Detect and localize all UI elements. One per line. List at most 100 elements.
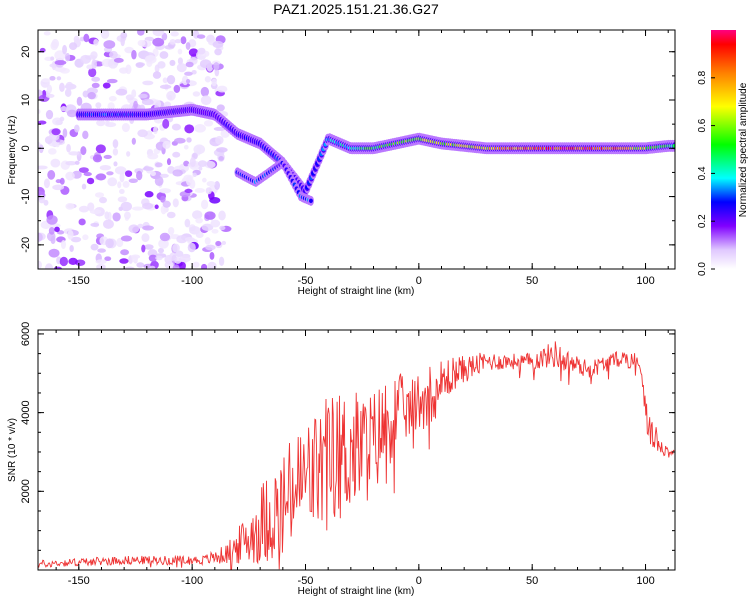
spectrum-noise-blob: [38, 120, 47, 125]
spectrum-noise-blob: [206, 180, 216, 187]
y-tick-label: 20: [20, 46, 32, 58]
spectrum-noise-blob: [178, 261, 186, 269]
spectrum-noise-blob: [90, 222, 100, 227]
spectrum-noise-blob: [128, 224, 140, 233]
spectrum-noise-blob: [131, 89, 137, 98]
spectrum-noise-blob: [50, 56, 55, 61]
spectrum-noise-blob: [116, 237, 124, 248]
spectrum-noise-blob: [74, 160, 80, 165]
spectrum-noise-blob: [120, 235, 133, 242]
spectrum-noise-blob: [73, 35, 80, 43]
spectrogram-y-label: Frequency (Hz): [7, 116, 18, 185]
spectrum-noise-blob: [204, 211, 216, 220]
spectrum-noise-blob: [137, 39, 146, 47]
spectrum-noise-blob: [70, 236, 82, 243]
spectrum-noise-blob: [184, 188, 193, 193]
spectrum-noise-blob: [185, 61, 194, 68]
spectrum-noise-blob: [154, 204, 159, 210]
spectrum-noise-blob: [119, 172, 125, 183]
spectrum-noise-blob: [200, 199, 209, 210]
spectrum-noise-blob: [197, 160, 207, 168]
y-tick-label: 4000: [20, 400, 32, 424]
colorbar: 0.0 0.2 0.4 0.6 0.8 Normalized spectral ampl…: [697, 30, 749, 276]
spectrum-noise-blob: [64, 53, 71, 62]
colorbar-tick-label: 0.2: [697, 214, 708, 228]
spectrum-noise-blob: [45, 93, 55, 98]
spectrum-noise-blob: [214, 181, 221, 190]
spectrum-noise-blob: [201, 223, 214, 232]
spectrum-noise-blob: [120, 36, 125, 47]
spectrum-noise-blob: [166, 211, 176, 219]
spectrum-noise-blob: [46, 215, 58, 225]
spectrum-noise-blob: [216, 104, 225, 112]
spectrum-noise-blob: [172, 169, 183, 177]
spectrum-noise-blob: [69, 244, 74, 252]
spectrum-noise-blob: [83, 33, 90, 43]
spectrum-noise-blob: [152, 30, 165, 37]
spectrum-noise-blob: [131, 206, 144, 211]
spectrum-noise-blob: [142, 225, 154, 231]
x-tick-label: -50: [298, 575, 314, 587]
spectrum-noise-blob: [102, 82, 111, 89]
x-tick-label: -150: [68, 575, 90, 587]
x-tick-label: 100: [636, 275, 654, 287]
spectrum-noise-blob: [113, 57, 124, 63]
y-tick-label: -10: [20, 189, 32, 205]
spectrum-noise-blob: [185, 175, 193, 186]
spectrum-noise-blob: [76, 96, 83, 106]
spectrum-noise-blob: [112, 148, 119, 156]
spectrum-noise-blob: [201, 263, 208, 269]
spectrum-noise-blob: [60, 106, 68, 112]
spectrum-noise-blob: [82, 130, 89, 140]
spectrum-noise-blob: [216, 147, 228, 153]
spectrum-noise-blob: [104, 211, 110, 220]
y-tick-label: 10: [20, 94, 32, 106]
spectrum-noise-blob: [200, 86, 210, 97]
spectrum-noise-blob: [218, 256, 225, 267]
spectrum-noise-blob: [104, 256, 112, 262]
spectrum-noise-blob: [136, 170, 143, 181]
spectrum-noise-blob: [78, 205, 90, 213]
spectrum-noise-blob: [60, 239, 67, 250]
spectrum-noise-blob: [202, 177, 207, 183]
spectrum-noise-blob: [44, 263, 54, 269]
spectrum-noise-blob: [124, 46, 134, 54]
spectrum-noise-blob: [144, 244, 154, 250]
snr-series-line: [38, 341, 675, 570]
spectrum-noise-blob: [193, 144, 206, 155]
spectrum-noise-blob: [48, 226, 55, 235]
spectrum-noise-blob: [142, 80, 154, 86]
spectrum-noise-blob: [46, 84, 53, 94]
colorbar-tick-label: 0.0: [697, 262, 708, 276]
spectrum-noise-blob: [43, 199, 49, 206]
spectrum-noise-blob: [137, 30, 145, 36]
spectrum-noise-blob: [152, 37, 165, 47]
spectrum-noise-blob: [117, 196, 128, 203]
spectrum-noise-blob: [121, 123, 130, 133]
spectrum-noise-blob: [97, 248, 106, 253]
spectrum-noise-blob: [213, 61, 220, 71]
spectrum-noise-blob: [162, 118, 170, 129]
snr-frame: [37, 329, 676, 571]
spectrum-noise-blob: [89, 209, 102, 215]
spectrum-noise-blob: [141, 98, 154, 106]
spectrum-noise-blob: [68, 42, 78, 51]
spectrum-noise-blob: [104, 122, 117, 128]
spectrum-noise-blob: [50, 158, 61, 168]
spectrum-noise-blob: [92, 154, 103, 163]
spectrum-noise-blob: [183, 144, 189, 150]
spectrum-noise-blob: [112, 139, 119, 149]
spectrum-noise-blob: [124, 266, 135, 269]
spectrum-noise-blob: [141, 202, 154, 210]
spectrum-noise-blob: [66, 109, 78, 118]
spectrum-noise-blob: [94, 192, 105, 198]
spectrum-noise-blob: [194, 187, 205, 193]
spectrum-noise-blob: [47, 170, 56, 180]
spectrum-noise-blob: [112, 212, 121, 222]
x-tick-label: -100: [181, 275, 203, 287]
spectrum-noise-blob: [95, 173, 107, 181]
spectrum-noise-blob: [144, 54, 157, 64]
spectrum-noise-blob: [169, 39, 176, 45]
spectrum-noise-blob: [186, 137, 192, 143]
spectrum-noise-blob: [56, 76, 62, 81]
